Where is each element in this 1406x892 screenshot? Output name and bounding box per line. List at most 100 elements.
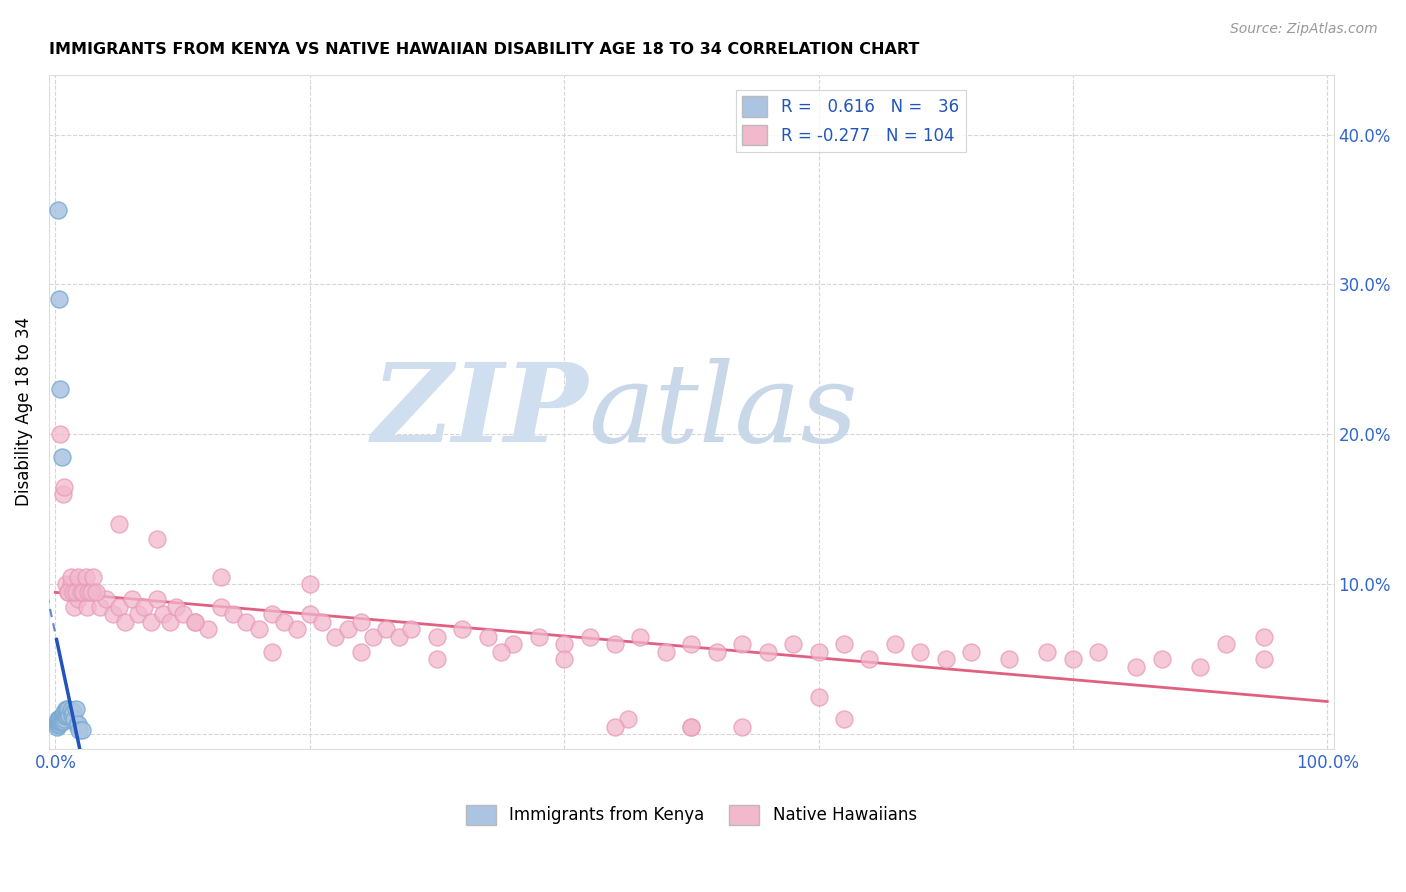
Point <box>76 599 98 614</box>
Point <box>1062 652 1084 666</box>
Point <box>298 607 321 622</box>
Point <box>56 705 79 719</box>
Point <box>48 293 70 307</box>
Point <box>51 715 73 730</box>
Point <box>388 630 411 644</box>
Point <box>134 599 156 614</box>
Point <box>706 645 728 659</box>
Point <box>349 645 371 659</box>
Point <box>52 709 75 723</box>
Point <box>114 615 136 629</box>
Point <box>84 584 107 599</box>
Point <box>628 630 651 644</box>
Point <box>49 715 72 730</box>
Point <box>62 584 84 599</box>
Point <box>55 705 77 719</box>
Point <box>209 570 232 584</box>
Point <box>53 707 76 722</box>
Point <box>782 637 804 651</box>
Point <box>184 615 207 629</box>
Point <box>426 652 449 666</box>
Point <box>807 690 830 704</box>
Point <box>49 711 72 725</box>
Point <box>756 645 779 659</box>
Point <box>655 645 678 659</box>
Point <box>1215 637 1237 651</box>
Point <box>807 645 830 659</box>
Point <box>451 622 474 636</box>
Text: Source: ZipAtlas.com: Source: ZipAtlas.com <box>1230 22 1378 37</box>
Point <box>62 705 84 719</box>
Point <box>56 584 79 599</box>
Point <box>51 450 73 464</box>
Point <box>82 584 104 599</box>
Point <box>165 599 187 614</box>
Point <box>426 630 449 644</box>
Point <box>63 712 86 726</box>
Point <box>69 723 91 737</box>
Point <box>935 652 957 666</box>
Point <box>731 720 754 734</box>
Point <box>53 480 76 494</box>
Point <box>910 645 932 659</box>
Text: ZIP: ZIP <box>373 359 589 466</box>
Point <box>603 720 626 734</box>
Point <box>48 714 70 728</box>
Point <box>108 599 131 614</box>
Point <box>66 718 89 732</box>
Text: atlas: atlas <box>589 359 858 466</box>
Point <box>222 607 245 622</box>
Point <box>152 607 174 622</box>
Point <box>1150 652 1173 666</box>
Point <box>55 709 77 723</box>
Point <box>89 599 111 614</box>
Point <box>121 592 143 607</box>
Point <box>197 622 219 636</box>
Point <box>49 383 72 397</box>
Point <box>731 637 754 651</box>
Point <box>553 637 575 651</box>
Point <box>49 427 72 442</box>
Point <box>247 622 270 636</box>
Point <box>72 584 94 599</box>
Point <box>46 712 69 726</box>
Point <box>67 592 90 607</box>
Point <box>65 584 87 599</box>
Point <box>159 615 181 629</box>
Point <box>65 702 87 716</box>
Point <box>260 607 283 622</box>
Point <box>80 584 103 599</box>
Point <box>53 712 76 726</box>
Point <box>681 720 703 734</box>
Point <box>51 712 73 726</box>
Point <box>260 645 283 659</box>
Point <box>285 622 308 636</box>
Point <box>52 714 75 728</box>
Point <box>45 715 67 730</box>
Point <box>553 652 575 666</box>
Point <box>883 637 905 651</box>
Point <box>56 702 79 716</box>
Point <box>616 712 638 726</box>
Point <box>77 584 100 599</box>
Text: IMMIGRANTS FROM KENYA VS NATIVE HAWAIIAN DISABILITY AGE 18 TO 34 CORRELATION CHA: IMMIGRANTS FROM KENYA VS NATIVE HAWAIIAN… <box>49 42 920 57</box>
Point <box>139 615 162 629</box>
Point <box>375 622 398 636</box>
Point <box>858 652 880 666</box>
Point <box>67 716 90 731</box>
Point <box>70 723 93 737</box>
Y-axis label: Disability Age 18 to 34: Disability Age 18 to 34 <box>15 318 32 507</box>
Point <box>1189 659 1212 673</box>
Point <box>59 703 82 717</box>
Point <box>1253 652 1275 666</box>
Point <box>681 720 703 734</box>
Point <box>363 630 385 644</box>
Point <box>69 584 91 599</box>
Point <box>48 716 70 731</box>
Point <box>1087 645 1109 659</box>
Point <box>146 592 169 607</box>
Point <box>235 615 257 629</box>
Point <box>46 202 69 217</box>
Point <box>53 705 76 719</box>
Point <box>127 607 149 622</box>
